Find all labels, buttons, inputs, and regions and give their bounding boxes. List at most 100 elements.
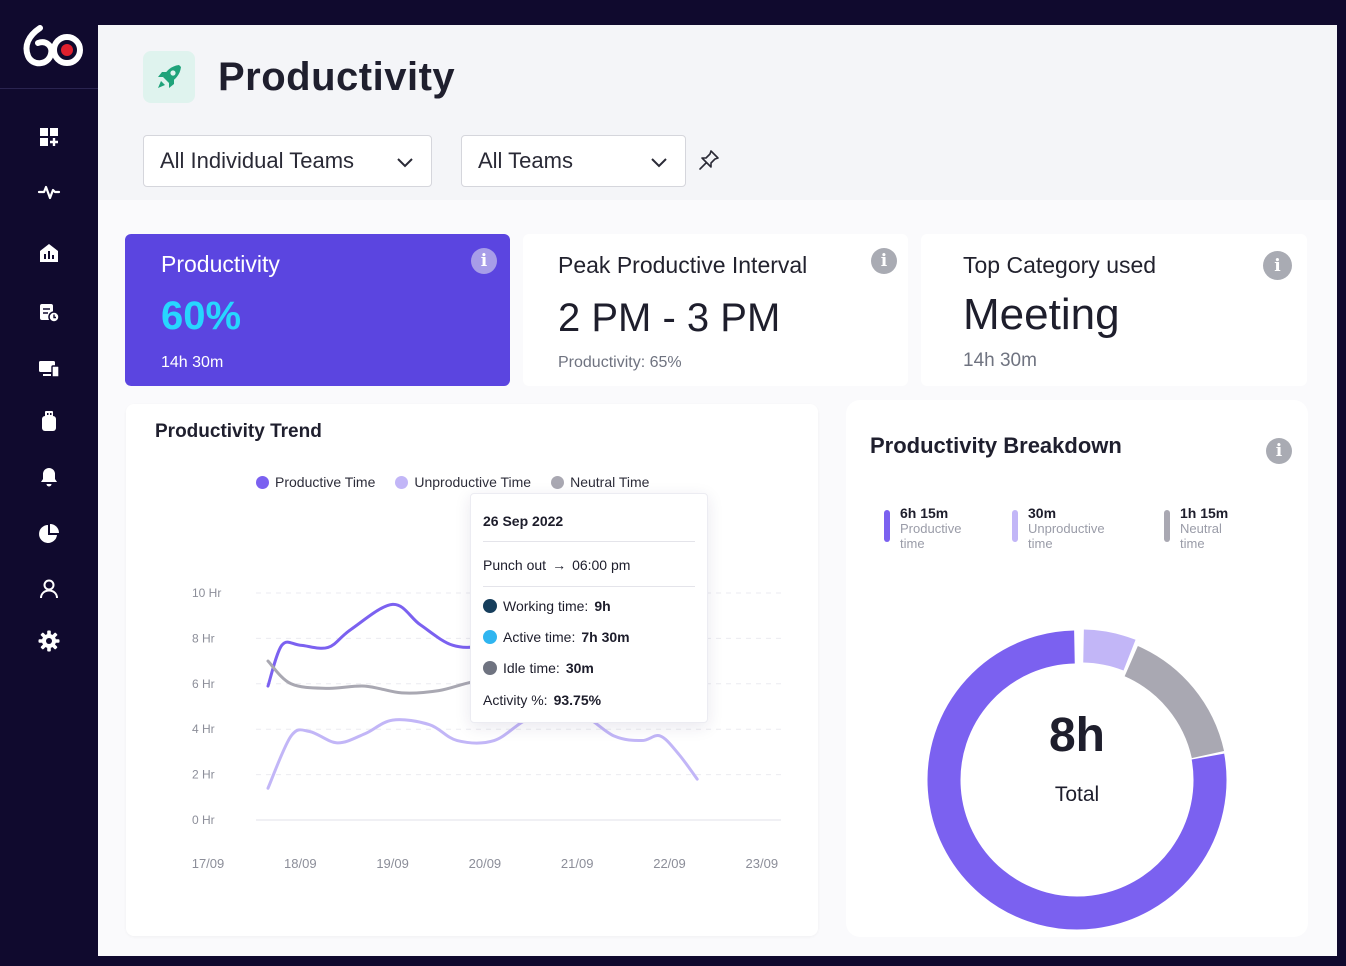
x-tick-label: 22/09 — [653, 856, 686, 871]
donut-slice-productive[interactable] — [927, 630, 1227, 930]
legend-dot — [256, 475, 269, 489]
nav-settings[interactable] — [30, 622, 68, 660]
tooltip-divider — [483, 541, 695, 542]
x-tick-label: 21/09 — [561, 856, 594, 871]
legend-item[interactable]: Unproductive Time — [395, 474, 531, 490]
nav-profile[interactable] — [30, 570, 68, 608]
tooltip-value: 9h — [594, 598, 611, 614]
breakdown-value: 30m — [1028, 505, 1057, 521]
chevron-down-icon — [397, 158, 413, 168]
legend-label: Productive Time — [275, 474, 376, 490]
y-tick-label: 6 Hr — [192, 677, 215, 691]
working-dot — [483, 599, 497, 613]
dashboard-add-icon — [40, 128, 58, 146]
section-title: Productivity Breakdown — [870, 433, 1122, 458]
nav-analytics[interactable] — [30, 515, 68, 553]
activity-value: 93.75% — [553, 692, 602, 708]
stat-sub: Productivity: 65% — [558, 354, 682, 371]
breakdown-text: 30m Unproductive time — [1028, 505, 1105, 552]
stat-value: 2 PM - 3 PM — [558, 296, 781, 340]
info-icon[interactable]: i — [871, 248, 897, 274]
arrow-right-icon: → — [552, 557, 567, 573]
x-tick-label: 23/09 — [746, 856, 779, 871]
donut-total-value: 8h — [1048, 709, 1105, 762]
schedule-clock-icon — [40, 304, 60, 323]
donut-total-label: Total — [1054, 783, 1100, 806]
punch-label: Punch out — [483, 557, 547, 573]
y-tick-label: 4 Hr — [192, 722, 215, 736]
tooltip-row: Working time: 9h — [483, 598, 611, 614]
x-tick-label: 20/09 — [469, 856, 502, 871]
rocket-icon — [158, 65, 181, 88]
breakdown-color-bar — [884, 510, 890, 542]
peak-interval-card[interactable]: Peak Productive Interval 2 PM - 3 PM Pro… — [523, 234, 908, 386]
punch-value: 06:00 pm — [572, 557, 631, 573]
section-title: Productivity Trend — [155, 421, 322, 442]
y-tick-label: 0 Hr — [192, 813, 215, 827]
tooltip-date: 26 Sep 2022 — [483, 513, 564, 529]
stat-value: Meeting — [963, 290, 1120, 339]
devices-icon — [39, 361, 60, 378]
y-tick-label: 10 Hr — [192, 586, 221, 600]
donut-slice-neutral[interactable] — [1124, 646, 1225, 759]
nav-activity[interactable] — [30, 173, 68, 211]
breakdown-unproductive: 30m Unproductive time — [1012, 506, 1105, 551]
stat-sub: 14h 30m — [963, 350, 1037, 371]
donut-chart — [927, 629, 1227, 930]
breakdown-value: 1h 15m — [1180, 505, 1229, 521]
gear-icon — [38, 630, 60, 652]
info-icon[interactable]: i — [1263, 251, 1292, 280]
info-icon[interactable]: i — [471, 248, 497, 274]
tooltip-divider — [483, 586, 695, 587]
nav-usb[interactable] — [30, 402, 68, 440]
breakdown-productive: 6h 15m Productive time — [884, 506, 961, 551]
series-line-unproductive-time[interactable] — [266, 710, 699, 790]
breakdown-label: Neutral — [1180, 521, 1222, 536]
tooltip-value: 7h 30m — [581, 629, 630, 645]
main-content: Productivity All Individual Teams All Te… — [98, 25, 1337, 956]
productivity-card[interactable]: Productivity 60% 14h 30m i — [125, 234, 510, 386]
title-badge — [143, 51, 195, 103]
nav-reports[interactable] — [30, 234, 68, 272]
dropdown-value: All Teams — [478, 148, 573, 173]
chart-house-icon — [40, 244, 58, 262]
breakdown-text: 6h 15m Productive time — [900, 506, 961, 552]
app-logo[interactable] — [18, 24, 84, 68]
pin-icon[interactable] — [698, 149, 720, 171]
chart-legend: Productive Time Unproductive Time Neutra… — [256, 474, 649, 490]
legend-item[interactable]: Neutral Time — [551, 474, 649, 490]
tooltip-activity: Activity %: 93.75% — [483, 692, 601, 708]
legend-item[interactable]: Productive Time — [256, 474, 375, 490]
tooltip-label: Working time: — [503, 598, 589, 614]
user-icon — [40, 579, 58, 599]
nav-timesheet[interactable] — [30, 294, 68, 332]
idle-dot — [483, 661, 497, 675]
productivity-trend-card: Productivity Trend Productive Time Unpro… — [126, 404, 818, 936]
donut-slice-unproductive[interactable] — [1082, 629, 1136, 671]
x-tick-label: 18/09 — [284, 856, 317, 871]
pulse-icon — [37, 185, 61, 200]
nav-add-widget[interactable] — [30, 118, 68, 156]
legend-label: Unproductive Time — [414, 474, 532, 490]
nav-notifications[interactable] — [30, 458, 68, 496]
individual-teams-dropdown[interactable]: All Individual Teams — [143, 135, 432, 187]
breakdown-neutral: 1h 15m Neutral time — [1164, 506, 1228, 551]
y-tick-label: 8 Hr — [192, 631, 215, 645]
breakdown-label: time — [900, 536, 925, 551]
stat-sub: 14h 30m — [161, 354, 224, 371]
pie-chart-icon — [39, 524, 59, 543]
legend-dot — [395, 475, 409, 489]
page-title: Productivity — [218, 55, 456, 99]
legend-label: Neutral Time — [570, 474, 650, 490]
teams-dropdown[interactable]: All Teams — [461, 135, 686, 187]
bell-icon — [41, 468, 57, 487]
stat-title: Peak Productive Interval — [558, 252, 808, 278]
y-tick-label: 2 Hr — [192, 768, 215, 782]
breakdown-color-bar — [1012, 510, 1018, 542]
dropdown-value: All Individual Teams — [160, 148, 355, 173]
top-category-card[interactable]: Top Category used Meeting 14h 30m i — [921, 234, 1307, 386]
info-icon[interactable]: i — [1266, 438, 1292, 464]
active-dot — [483, 630, 497, 644]
nav-devices[interactable] — [30, 350, 68, 388]
page-header: Productivity All Individual Teams All Te… — [98, 25, 1337, 200]
